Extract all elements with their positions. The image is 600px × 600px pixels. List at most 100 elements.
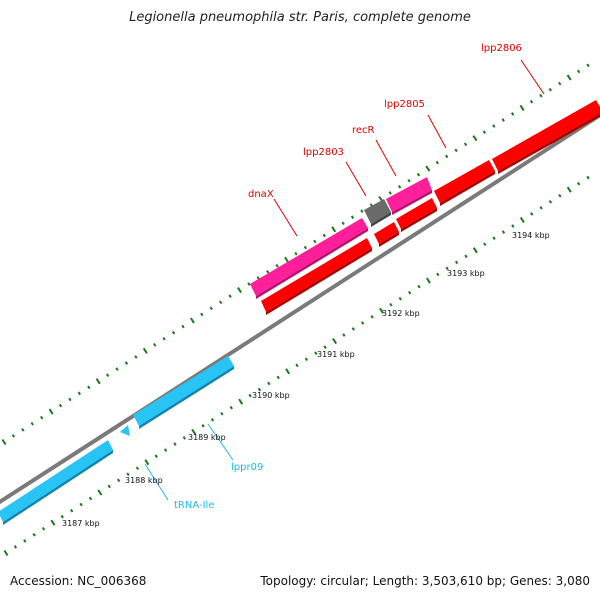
leader-lpp2805 — [427, 114, 447, 149]
outer-tick — [40, 415, 44, 420]
outer-tick — [171, 330, 176, 335]
gene-recR[interactable] — [386, 177, 432, 212]
inner-tick — [267, 381, 271, 386]
gene-red-reverse-1-shade — [266, 248, 372, 315]
inner-tick — [323, 345, 327, 349]
inner-tick — [398, 296, 402, 301]
scale-label-3189: 3189 kbp — [188, 433, 226, 442]
inner-tick — [97, 489, 103, 496]
inner-tick — [257, 387, 262, 392]
label-dnaX: dnaX — [248, 189, 274, 200]
outer-tick — [388, 191, 392, 195]
outer-tick — [576, 69, 581, 74]
inner-tick — [548, 200, 553, 204]
gene-red-reverse-2[interactable] — [374, 222, 399, 244]
scale-label-3192: 3192 kbp — [382, 309, 420, 318]
gene-lpp2803[interactable] — [364, 199, 391, 224]
outer-tick — [134, 355, 138, 359]
scale-label-3187: 3187 kbp — [62, 519, 100, 528]
scale-label-3191: 3191 kbp — [317, 350, 355, 359]
inner-tick — [229, 405, 233, 410]
label-recR: recR — [352, 125, 375, 136]
outer-tick — [218, 300, 223, 305]
inner-tick — [201, 424, 205, 428]
gene-red-reverse-1[interactable] — [261, 238, 372, 312]
inner-tick — [13, 545, 18, 549]
gene-lppr09[interactable] — [133, 356, 234, 426]
outer-tick — [397, 185, 402, 189]
scale-label-3194: 3194 kbp — [512, 231, 550, 240]
outer-tick — [548, 87, 552, 92]
inner-tick — [361, 321, 365, 325]
outer-tick — [539, 93, 543, 98]
gene-lpp2805-shade — [440, 171, 495, 206]
inner-tick — [220, 411, 224, 416]
inner-tick — [32, 533, 36, 537]
gene-lpp2806[interactable] — [492, 100, 600, 171]
inner-tick — [389, 302, 393, 307]
gene-trna-ile-shade — [3, 450, 113, 525]
outer-tick — [519, 104, 525, 111]
inner-tick — [501, 230, 506, 234]
outer-tick — [189, 317, 195, 324]
outer-tick — [472, 135, 478, 142]
outer-tick — [21, 428, 25, 432]
gene-red-reverse-2-shade — [379, 232, 399, 247]
outer-tick — [435, 160, 439, 165]
outer-tick — [425, 165, 431, 172]
outer-tick — [237, 287, 242, 294]
gene-red-reverse-3[interactable] — [396, 198, 437, 229]
inner-tick — [210, 417, 215, 422]
inner-tick — [107, 484, 111, 489]
scale-label-3190: 3190 kbp — [252, 391, 290, 400]
inner-tick — [3, 549, 9, 557]
label-lpp2806: lpp2806 — [481, 43, 522, 54]
outer-tick — [407, 178, 411, 183]
outer-tick — [162, 336, 166, 341]
gene-trna-ile[interactable] — [0, 440, 113, 522]
outer-tick — [275, 264, 279, 268]
inner-tick — [454, 260, 459, 265]
outer-tick — [482, 130, 487, 134]
scale-label-3188: 3188 kbp — [125, 476, 163, 485]
inner-tick — [511, 224, 515, 228]
inner-tick — [566, 186, 572, 193]
inner-tick — [23, 539, 27, 543]
outer-tick — [58, 403, 63, 408]
label-lpp2805: lpp2805 — [384, 99, 425, 110]
outer-tick — [341, 221, 345, 226]
outer-tick — [11, 434, 16, 438]
genome-summary-text: Topology: circular; Length: 3,503,610 bp… — [260, 574, 590, 588]
inner-tick — [492, 236, 496, 240]
leader-lppr09 — [207, 423, 234, 461]
outer-tick — [181, 324, 185, 329]
outer-tick — [266, 270, 270, 274]
gene-lpp2805[interactable] — [434, 160, 495, 203]
inner-tick — [182, 436, 187, 440]
inner-tick — [173, 442, 177, 446]
inner-tick — [295, 363, 299, 368]
inner-tick — [445, 266, 449, 271]
inner-tick — [370, 315, 374, 319]
outer-tick — [463, 142, 468, 147]
outer-tick — [153, 342, 157, 347]
inner-tick — [530, 212, 534, 216]
outer-tick — [501, 118, 505, 122]
outer-tick — [105, 373, 110, 377]
gene-recR-shade — [392, 190, 432, 215]
outer-tick — [87, 385, 91, 390]
inner-tick — [472, 247, 478, 254]
inner-tick — [238, 398, 244, 405]
inner-tick — [539, 206, 543, 210]
inner-tick — [154, 454, 158, 458]
inner-tick — [407, 290, 412, 295]
outer-tick — [124, 361, 129, 365]
inner-tick — [248, 393, 252, 398]
leader-recR — [375, 139, 397, 177]
outer-tick — [48, 408, 54, 415]
outer-tick — [350, 215, 355, 220]
gene-lppr09-small[interactable] — [120, 425, 130, 436]
gene-dnaX[interactable] — [250, 218, 368, 296]
label-trna-ile: tRNA-Ile — [174, 500, 214, 511]
